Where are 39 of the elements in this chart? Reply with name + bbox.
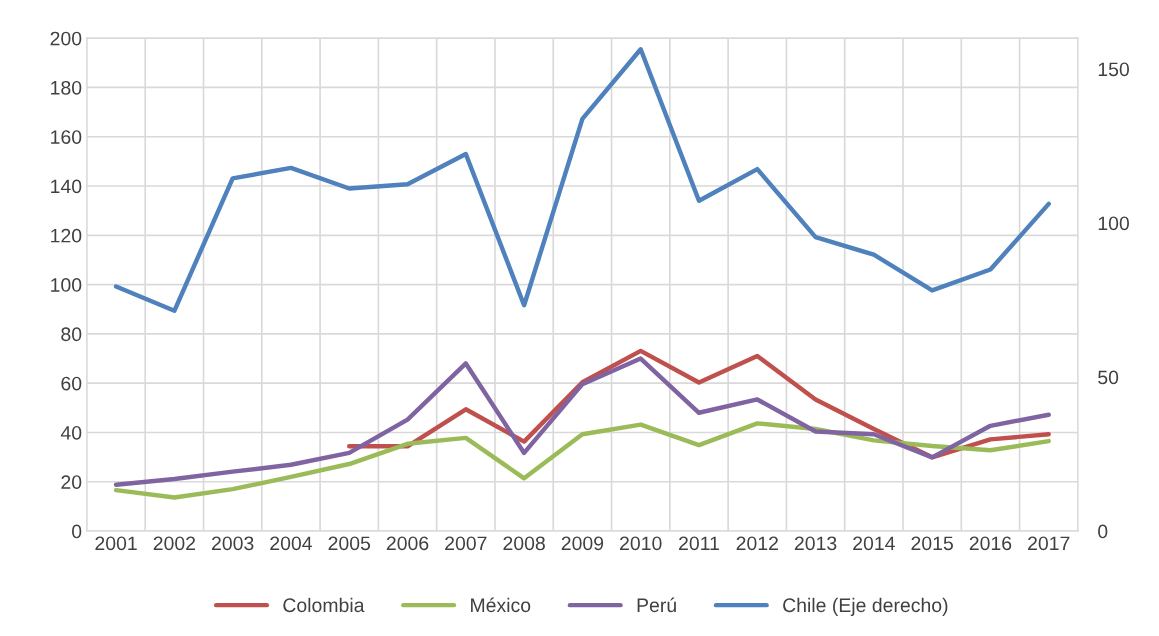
legend-label: Colombia: [283, 597, 365, 613]
x-tick-label: 2009: [561, 536, 604, 551]
y-tick-label: 160: [51, 130, 82, 144]
x-tick-label: 2004: [270, 536, 312, 551]
x-tick-label: 2010: [620, 536, 662, 551]
x-tick-label: 2014: [853, 536, 895, 551]
x-tick-label: 2008: [503, 536, 545, 551]
x-tick-label: 2011: [679, 536, 719, 551]
legend-label: México: [471, 597, 531, 613]
y-tick-label: 60: [61, 376, 82, 391]
y-tick-label: 200: [50, 31, 82, 46]
x-tick-label: 2003: [212, 536, 254, 551]
y-tick-label: 80: [61, 327, 82, 342]
y-tick-label: 100: [51, 278, 82, 292]
line-series: [113, 356, 1051, 487]
y-tick-label: 180: [51, 80, 82, 95]
y2-tick-label: 100: [1098, 216, 1129, 231]
y-tick-label: 0: [72, 524, 82, 539]
x-tick-label: 2016: [969, 536, 1012, 551]
y2-tick-label: 50: [1098, 370, 1119, 385]
line-series: [113, 421, 1051, 500]
x-tick-label: 2015: [911, 536, 953, 551]
x-tick-label: 2005: [328, 536, 371, 551]
y-tick-label: 40: [60, 425, 82, 440]
y-tick-label: 120: [51, 228, 82, 243]
x-tick-label: 2012: [736, 536, 778, 551]
x-tick-label: 2001: [95, 536, 137, 551]
y2-tick-label: 0: [1098, 524, 1108, 539]
y-tick-label: 140: [51, 179, 82, 194]
y2-tick-label: 150: [1098, 62, 1129, 77]
x-tick-label: 2007: [445, 536, 487, 551]
y-tick-label: 20: [61, 475, 82, 490]
line-series: [113, 47, 1051, 314]
x-tick-label: 2017: [1028, 536, 1070, 551]
x-tick-label: 2002: [153, 536, 196, 551]
legend-label: Perú: [637, 597, 676, 613]
x-tick-label: 2013: [794, 536, 837, 551]
x-tick-label: 2006: [386, 536, 429, 551]
legend-label: Chile (Eje derecho): [783, 597, 948, 616]
